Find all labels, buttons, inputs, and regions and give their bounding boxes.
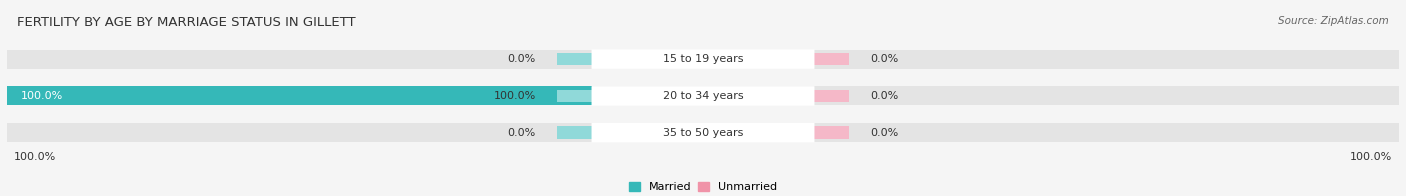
Bar — [7, 86, 592, 105]
Bar — [7, 123, 1399, 142]
Text: Source: ZipAtlas.com: Source: ZipAtlas.com — [1278, 16, 1389, 26]
Text: FERTILITY BY AGE BY MARRIAGE STATUS IN GILLETT: FERTILITY BY AGE BY MARRIAGE STATUS IN G… — [17, 16, 356, 29]
Bar — [557, 90, 592, 102]
Bar — [557, 53, 592, 65]
Legend: Married, Unmarried: Married, Unmarried — [624, 177, 782, 196]
Text: 0.0%: 0.0% — [870, 128, 898, 138]
Bar — [814, 126, 849, 139]
Text: 100.0%: 100.0% — [14, 152, 56, 162]
Bar — [7, 50, 1399, 69]
Text: 100.0%: 100.0% — [494, 91, 536, 101]
Text: 20 to 34 years: 20 to 34 years — [662, 91, 744, 101]
Bar — [7, 86, 1399, 105]
Text: 100.0%: 100.0% — [1350, 152, 1392, 162]
Text: 0.0%: 0.0% — [508, 54, 536, 64]
Bar — [814, 53, 849, 65]
Text: 0.0%: 0.0% — [508, 128, 536, 138]
Text: 0.0%: 0.0% — [870, 54, 898, 64]
FancyBboxPatch shape — [592, 86, 814, 106]
Text: 0.0%: 0.0% — [870, 91, 898, 101]
Text: 15 to 19 years: 15 to 19 years — [662, 54, 744, 64]
FancyBboxPatch shape — [592, 49, 814, 69]
FancyBboxPatch shape — [592, 123, 814, 142]
Bar — [814, 90, 849, 102]
Text: 35 to 50 years: 35 to 50 years — [662, 128, 744, 138]
Bar — [557, 126, 592, 139]
Text: 100.0%: 100.0% — [21, 91, 63, 101]
